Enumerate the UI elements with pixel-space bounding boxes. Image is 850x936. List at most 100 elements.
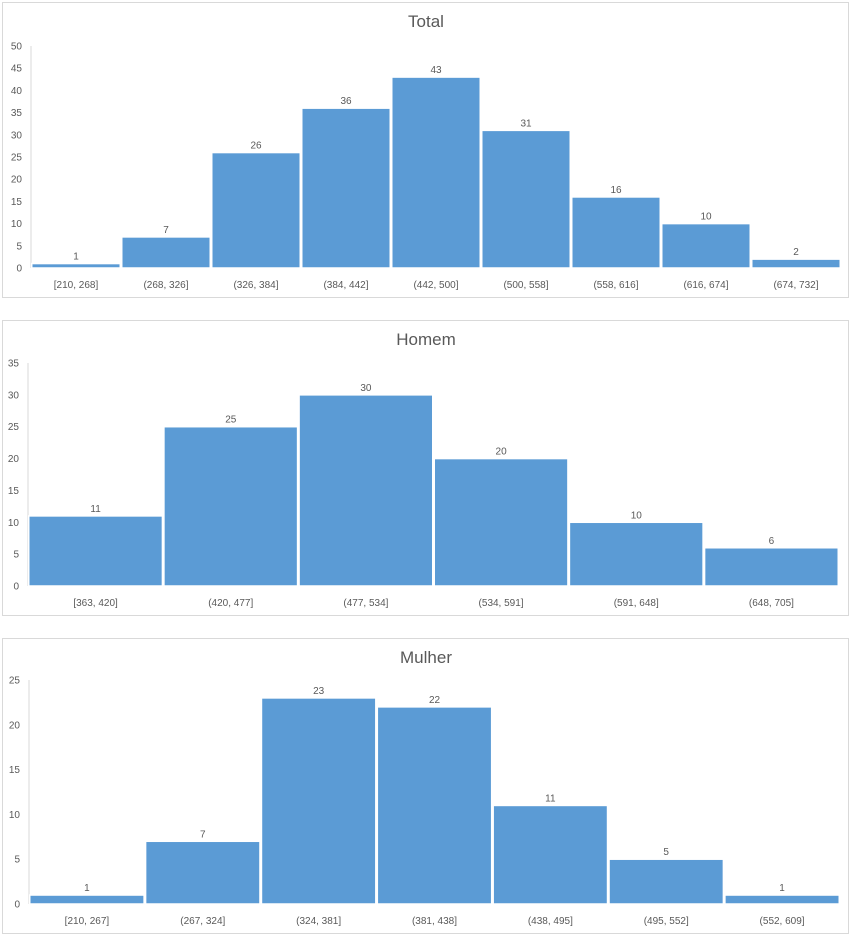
y-tick-label: 25 [9,676,21,687]
bar [376,706,493,905]
y-tick-label: 5 [13,550,19,561]
bar [301,107,391,269]
y-tick-label: 0 [16,264,22,275]
y-tick-label: 40 [11,86,23,97]
x-tick-label: (558, 616] [593,280,638,291]
y-tick-label: 35 [8,359,20,370]
bar [661,222,751,269]
bar [571,196,661,269]
y-tick-label: 0 [13,582,19,593]
y-tick-label: 35 [11,108,23,119]
data-label: 1 [73,252,79,263]
x-tick-label: (648, 705] [749,598,794,609]
y-tick-label: 50 [11,42,23,53]
data-label: 2 [793,247,799,258]
data-label: 31 [520,118,532,129]
histogram-mulher: Mulher 0 5 10 15 20 25 1 [210, 267] 7 (267, 324] 2… [2,638,849,934]
y-tick-label: 5 [14,855,20,866]
bar [260,697,377,905]
histogram-homem: Homem 0 5 10 15 20 25 30 35 11 [363, 420] 25 (420, … [2,320,849,616]
bar [31,262,121,269]
x-tick-label: (442, 500] [413,280,458,291]
bar [121,236,211,269]
x-tick-label: (591, 648] [614,598,659,609]
chart-total: Total 0 5 10 15 20 25 30 35 40 45 50 1 [210, 268] 7 (2… [11,12,841,291]
data-label: 11 [545,793,556,804]
data-label: 30 [360,383,372,394]
bar [492,804,609,905]
x-tick-label: (616, 674] [683,280,728,291]
data-label: 23 [313,686,325,697]
y-tick-label: 30 [11,130,23,141]
x-tick-label: (384, 442] [323,280,368,291]
y-tick-label: 20 [11,175,23,186]
bar [433,457,569,587]
chart-homem: Homem 0 5 10 15 20 25 30 35 11 [363, 420] 25 (420, … [8,330,839,609]
x-tick-label: (268, 326] [143,280,188,291]
bar [703,547,839,587]
x-tick-label: (326, 384] [233,280,278,291]
bar [608,858,725,905]
bar [481,129,571,269]
x-tick-label: (381, 438] [412,916,457,927]
y-tick-label: 10 [11,219,23,230]
x-tick-label: (552, 609] [760,916,805,927]
y-tick-label: 5 [16,241,22,252]
x-tick-label: (495, 552] [644,916,689,927]
bar [724,894,841,905]
data-label: 22 [429,695,441,706]
data-label: 11 [90,504,101,515]
bar [391,76,481,269]
chart-title: Homem [396,330,456,349]
y-tick-label: 25 [11,153,23,164]
y-tick-label: 20 [9,720,21,731]
data-label: 16 [610,185,622,196]
y-tick-label: 15 [8,486,20,497]
y-tick-label: 25 [8,422,20,433]
x-tick-label: (420, 477] [208,598,253,609]
bar [751,258,841,269]
y-tick-label: 15 [9,765,21,776]
chart-title: Mulher [400,648,452,667]
y-tick-label: 10 [9,810,21,821]
y-tick-label: 15 [11,197,23,208]
data-label: 7 [200,829,206,840]
bar [211,151,301,269]
bar [163,425,299,587]
data-label: 10 [700,212,712,223]
chart-title: Total [408,12,444,31]
bar [28,515,164,587]
data-label: 36 [340,96,352,107]
x-tick-label: [210, 268] [54,280,99,291]
x-tick-label: [363, 420] [73,598,118,609]
data-label: 1 [779,883,785,894]
data-label: 10 [631,510,643,521]
x-tick-label: [210, 267] [65,916,110,927]
x-tick-label: (500, 558] [503,280,548,291]
x-tick-label: (674, 732] [773,280,818,291]
histogram-total: Total 0 5 10 15 20 25 30 35 40 45 50 1 [210, 268] 7 (2… [2,2,849,298]
bar [29,894,145,905]
y-tick-label: 10 [8,518,20,529]
data-label: 43 [430,65,442,76]
x-tick-label: (267, 324] [180,916,225,927]
data-label: 1 [84,883,90,894]
bar [144,840,261,905]
data-label: 26 [250,141,262,152]
x-tick-label: (477, 534] [343,598,388,609]
x-tick-label: (438, 495] [528,916,573,927]
y-tick-label: 0 [14,900,20,911]
data-label: 25 [225,415,237,426]
bar [298,394,434,587]
x-tick-label: (324, 381] [296,916,341,927]
data-label: 7 [163,225,169,236]
y-tick-label: 20 [8,454,20,465]
data-label: 5 [663,847,669,858]
bar [568,521,704,587]
y-tick-label: 45 [11,64,23,75]
data-label: 20 [496,447,508,458]
y-tick-label: 30 [8,390,20,401]
x-tick-label: (534, 591] [479,598,524,609]
data-label: 6 [769,536,775,547]
